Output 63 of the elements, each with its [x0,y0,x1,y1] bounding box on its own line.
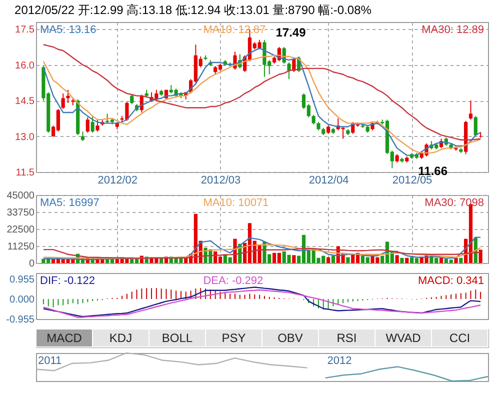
candlestick [90,116,94,134]
candlestick [86,116,90,134]
bar [346,257,350,263]
category-label: MACD [46,331,82,345]
chart-title: 2012/05/22 开:12.99 高:13.18 低:12.94 收:13.01 量:8790 幅:-0.08% [14,3,372,17]
category-label: BOLL [162,331,193,345]
x-tick-label: 2012/04 [308,174,349,186]
y-tick-label: 0.955 [9,274,35,286]
bar [160,258,164,263]
y-tick-label: 13.0 [15,132,35,143]
bar [395,255,399,263]
category-label: KDJ [109,331,132,345]
candlestick [96,119,100,132]
bar [478,250,482,263]
category-label: WVAD [386,331,422,345]
bar [400,258,404,263]
x-tick-label: 2012/02 [98,174,138,186]
bar [454,258,458,263]
y-tick-label: 0.000 [9,294,35,306]
candlestick [287,62,291,80]
text: MA10: 10071 [203,197,269,209]
text: MA5: 13.16 [40,24,96,36]
y-tick-label: 11250 [7,242,35,252]
text: MA30: 12.89 [422,24,484,36]
line-series [42,248,482,259]
y-tick-label: 11.5 [16,168,35,178]
bar [459,258,463,263]
bar [292,255,296,263]
category-label: CCI [449,331,470,345]
candlestick [66,89,70,104]
candlestick [474,116,478,137]
bar [439,258,444,263]
series-label: DIF: -0.122 [40,275,96,287]
annotation: 17.49 [276,25,306,40]
candlestick [130,94,134,105]
bar [331,256,336,263]
series-label: MACD: 0.341 [418,275,484,287]
text: MA30: 7098 [424,197,484,209]
category-label: RSI [336,331,357,345]
line-series [42,44,482,140]
candlestick [468,100,473,120]
y-tick-label: -0.955 [6,314,35,326]
candlestick [312,114,316,125]
y-tick-label: 22500 [6,224,35,236]
text: MA5: 16997 [40,197,100,209]
candlestick [61,92,65,110]
series-label: DEA: -0.292 [203,275,264,287]
category-label: OBV [278,331,303,345]
y-tick-label: 14.5 [15,96,35,108]
x-tick-label: 2012/03 [200,174,241,186]
y-tick-label: 17.5 [15,24,35,36]
annotation: 2012 [327,355,352,367]
bar [405,258,409,263]
annotation: 2011 [38,355,62,367]
candlestick [80,131,85,142]
y-tick-label: 33750 [6,208,35,218]
line-series [42,244,482,259]
y-tick-label: 45000 [6,190,35,202]
bar [326,257,330,263]
category-label: PSY [222,331,246,345]
y-tick-label: 16.0 [15,60,35,72]
series-label: MA10: 12.87 [203,24,266,36]
y-tick-label: 0 [28,258,35,270]
